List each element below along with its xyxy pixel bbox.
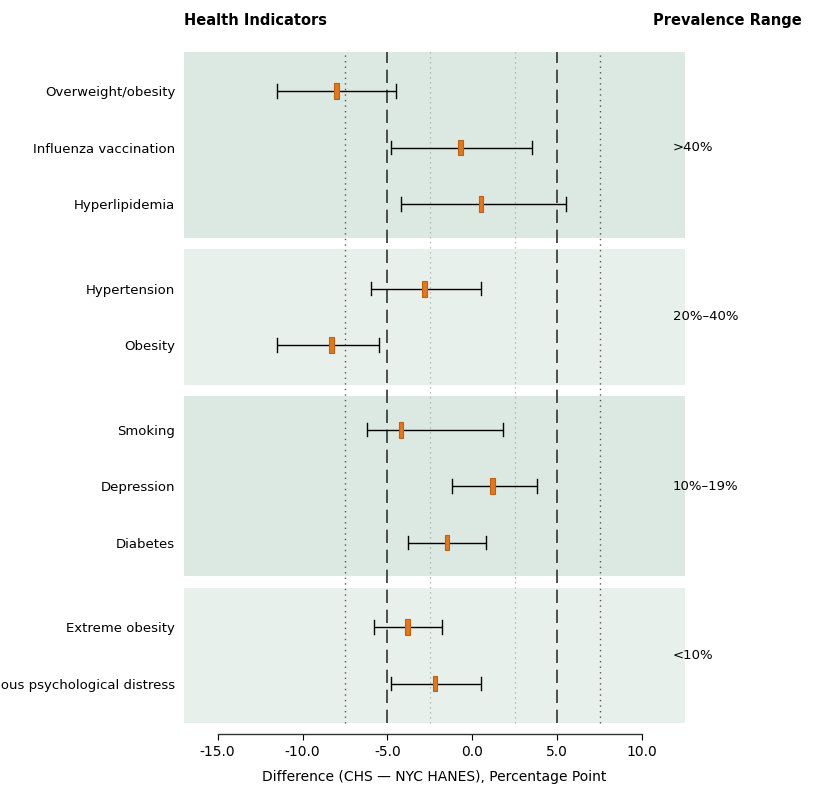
- FancyBboxPatch shape: [490, 479, 495, 494]
- FancyBboxPatch shape: [329, 337, 334, 353]
- FancyBboxPatch shape: [423, 281, 428, 296]
- FancyBboxPatch shape: [444, 534, 449, 550]
- FancyBboxPatch shape: [184, 249, 685, 385]
- FancyBboxPatch shape: [478, 196, 483, 212]
- FancyBboxPatch shape: [458, 140, 463, 156]
- FancyBboxPatch shape: [398, 422, 403, 437]
- Text: 20%–40%: 20%–40%: [673, 311, 738, 324]
- Text: 10%–19%: 10%–19%: [673, 479, 738, 492]
- FancyBboxPatch shape: [433, 675, 438, 692]
- Text: >40%: >40%: [673, 141, 713, 154]
- FancyBboxPatch shape: [184, 52, 685, 238]
- FancyBboxPatch shape: [184, 576, 685, 587]
- FancyBboxPatch shape: [334, 83, 339, 99]
- Text: Prevalence Range: Prevalence Range: [653, 13, 802, 28]
- X-axis label: Difference (CHS — NYC HANES), Percentage Point: Difference (CHS — NYC HANES), Percentage…: [262, 770, 606, 784]
- FancyBboxPatch shape: [406, 619, 410, 635]
- FancyBboxPatch shape: [184, 238, 685, 249]
- FancyBboxPatch shape: [184, 395, 685, 576]
- Text: Health Indicators: Health Indicators: [184, 13, 326, 28]
- FancyBboxPatch shape: [184, 385, 685, 395]
- Text: <10%: <10%: [673, 649, 713, 662]
- FancyBboxPatch shape: [184, 587, 685, 723]
